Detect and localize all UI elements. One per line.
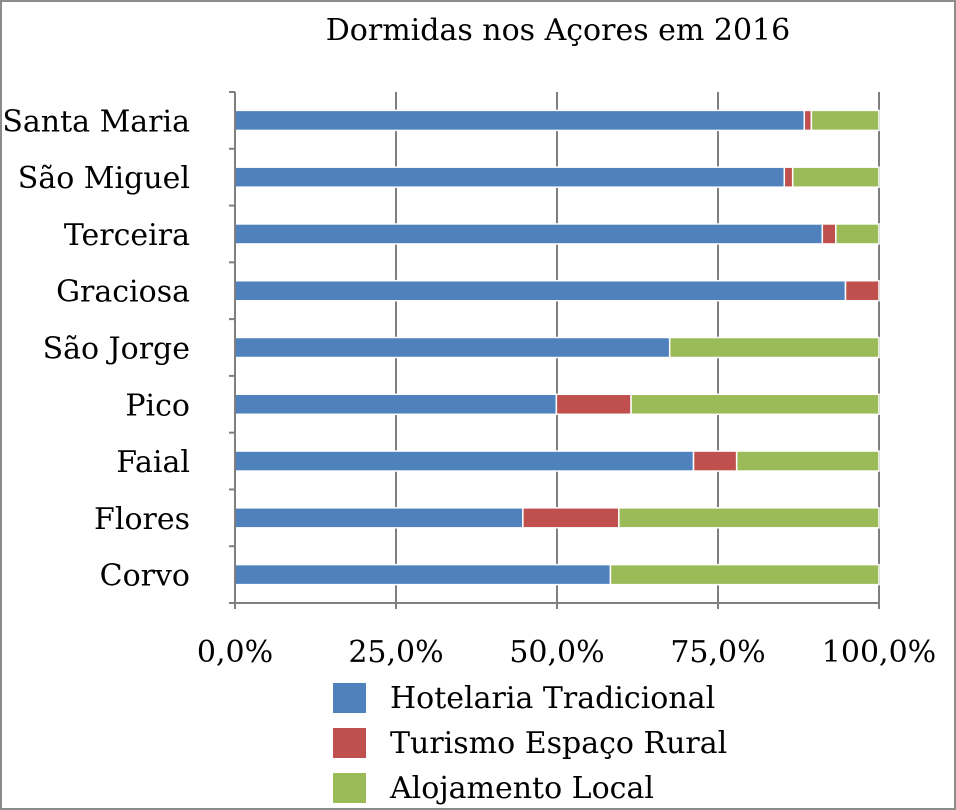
bar-flores-alojamento-local (618, 507, 880, 529)
bar-faial-turismo-espaco-rural (692, 450, 738, 472)
bar-sao-miguel-alojamento-local (791, 166, 880, 188)
legend-label-alojamento-local: Alojamento Local (389, 771, 654, 806)
category-label-graciosa: Graciosa (56, 275, 190, 310)
bar-pico-alojamento-local (630, 393, 880, 416)
category-label-flores: Flores (94, 502, 190, 537)
category-label-faial: Faial (116, 445, 190, 480)
axes (229, 91, 880, 609)
legend-swatch-hotelaria-tradicional (333, 683, 366, 713)
bar-sao-jorge-hotelaria-tradicional (234, 336, 671, 359)
x-tick-label: 25,0% (348, 635, 443, 670)
bars (234, 109, 880, 586)
bar-santa-maria-alojamento-local (810, 109, 880, 132)
category-labels: Santa Maria São Miguel Terceira Graciosa São… (2, 104, 190, 593)
bar-santa-maria-hotelaria-tradicional (234, 109, 806, 132)
bar-pico-turismo-espaco-rural (555, 393, 632, 416)
bar-faial-alojamento-local (735, 450, 880, 472)
category-label-corvo: Corvo (100, 559, 190, 594)
bar-terceira-alojamento-local (835, 223, 880, 245)
category-label-santa-maria: Santa Maria (2, 104, 190, 139)
legend: Hotelaria Tradicional Turismo Espaço Rura… (333, 681, 727, 806)
x-tick-labels: 0,0% 25,0% 50,0% 75,0% 100,0% (197, 635, 936, 670)
bar-flores-hotelaria-tradicional (234, 507, 524, 529)
bar-terceira-turismo-espaco-rural (821, 223, 837, 245)
category-label-sao-jorge: São Jorge (43, 332, 190, 367)
legend-swatch-alojamento-local (333, 773, 366, 803)
x-tick-label: 50,0% (509, 635, 604, 670)
bar-santa-maria-turismo-espaco-rural (803, 109, 813, 132)
legend-label-turismo-espaco-rural: Turismo Espaço Rural (390, 726, 727, 761)
bar-flores-turismo-espaco-rural (522, 507, 620, 529)
bar-sao-jorge-alojamento-local (668, 336, 880, 359)
bar-graciosa-turismo-espaco-rural (844, 279, 880, 302)
bar-corvo-alojamento-local (609, 563, 880, 586)
category-label-sao-miguel: São Miguel (18, 161, 190, 196)
legend-swatch-turismo-espaco-rural (333, 728, 366, 758)
legend-label-hotelaria-tradicional: Hotelaria Tradicional (390, 681, 715, 716)
x-tick-label: 75,0% (670, 635, 765, 670)
category-label-pico: Pico (125, 388, 190, 423)
category-label-terceira: Terceira (64, 218, 190, 253)
bar-graciosa-hotelaria-tradicional (234, 279, 847, 302)
x-tick-label: 0,0% (197, 635, 273, 670)
x-tick-label: 100,0% (822, 635, 936, 670)
bar-sao-miguel-turismo-espaco-rural (783, 166, 794, 188)
bar-pico-hotelaria-tradicional (234, 393, 558, 416)
bar-corvo-hotelaria-tradicional (234, 563, 612, 586)
chart-title: Dormidas nos Açores em 2016 (326, 13, 790, 48)
bar-faial-hotelaria-tradicional (234, 450, 695, 472)
bar-terceira-hotelaria-tradicional (234, 223, 824, 245)
bar-sao-miguel-hotelaria-tradicional (234, 166, 786, 188)
